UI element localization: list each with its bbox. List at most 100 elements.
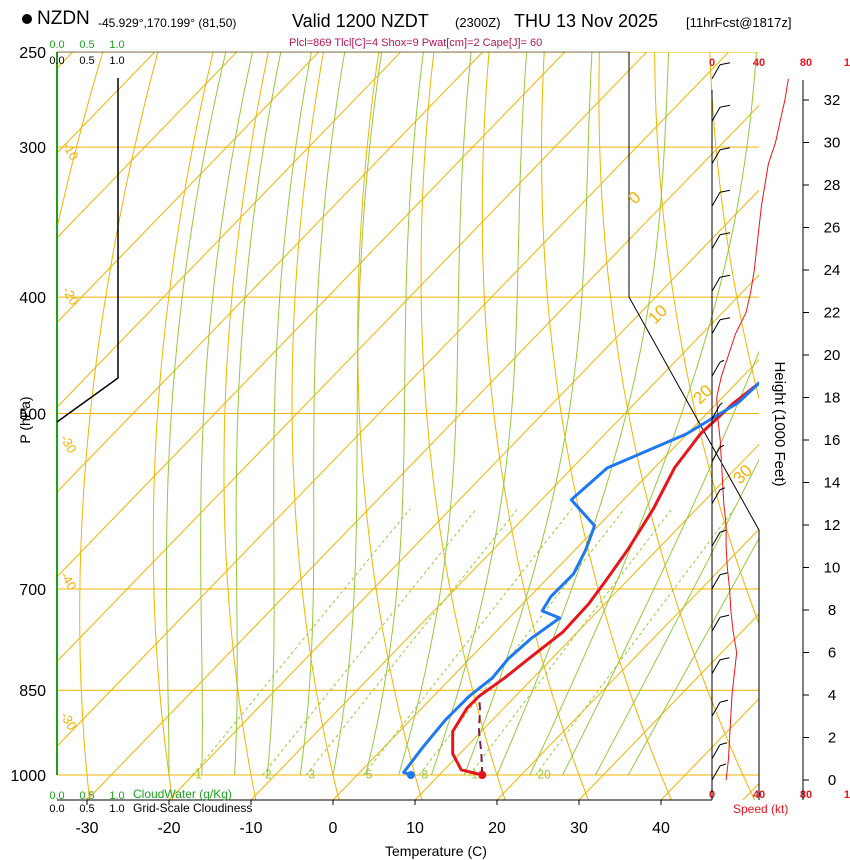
mixing-ratio-line: [262, 508, 478, 776]
isotherm-label: -30: [57, 432, 79, 456]
wind-barb-feather: [719, 274, 731, 278]
moist-adiabat-line: [398, 52, 472, 776]
cloud-water-label: CloudWater (g/Kg): [133, 787, 232, 801]
cloudiness-label: Grid-Scale Cloudiness: [133, 801, 252, 815]
cloud-water-tick-top: 1.0: [109, 39, 124, 51]
height-tick-label: 30: [824, 135, 841, 152]
height-tick-label: 20: [824, 347, 841, 364]
cloud-water-tick-bot: 0.5: [79, 790, 94, 802]
mixing-ratio-line: [363, 508, 573, 776]
wind-barb: [711, 192, 721, 207]
cloudiness-tick-bot: 1.0: [109, 803, 124, 815]
height-tick-label: 26: [824, 220, 841, 237]
wind-barb: [711, 447, 721, 462]
mixing-ratio-label: 2: [265, 767, 272, 781]
dry-adiabat-line: [420, 52, 506, 800]
pressure-tick-label: 250: [19, 45, 46, 62]
speed-tick-label: 120: [844, 57, 850, 69]
cloudiness-line: [56, 78, 119, 423]
dry-adiabat-line: [540, 52, 672, 800]
isotherm-line: [57, 52, 648, 663]
cloudiness-tick-top: 0.5: [79, 55, 94, 67]
mixing-ratio-label: 20: [537, 767, 551, 781]
speed-tick-label: 80: [800, 57, 812, 69]
wind-barb-feather: [719, 572, 728, 576]
wind-barb-feather: [719, 317, 731, 321]
sounding-parameters: Plcl=869 Tlcl[C]=4 Shox=9 Pwat[cm]=2 Cap…: [289, 37, 543, 49]
wind-barb-feather: [719, 232, 731, 236]
y-axis-title: P (hPa): [17, 396, 33, 443]
dry-adiabat-line: [291, 52, 340, 800]
wind-barb-feather: [719, 189, 731, 193]
dry-adiabat-label: 0: [624, 188, 644, 208]
wind-barb-feather: [719, 62, 731, 66]
parcel-line: [477, 696, 484, 776]
cloudiness-tick-bot: 0.0: [49, 803, 64, 815]
wind-barb: [711, 532, 721, 547]
chart-grid: 1 2 3 5 8 12 20: [57, 52, 759, 800]
height-tick-label: 18: [824, 390, 841, 407]
x-tick-label: 20: [488, 820, 506, 837]
isotherm-line: [168, 189, 759, 800]
mixing-ratio-line: [192, 508, 411, 776]
speed-label: Speed (kt): [733, 802, 788, 816]
x-tick-label: -30: [75, 820, 98, 837]
dry-adiabat-line: [152, 52, 214, 800]
height-tick-label: 24: [824, 262, 841, 279]
dry-adiabat-line: [357, 52, 423, 800]
isotherm-line: [57, 52, 320, 324]
wind-barb-feather: [719, 699, 729, 703]
wind-barb: [711, 149, 721, 164]
cloud-water-tick-bot: 1.0: [109, 790, 124, 802]
mixing-ratio-label: 1: [195, 767, 202, 781]
wind-barb: [711, 64, 721, 79]
moist-adiabat-line: [166, 52, 227, 775]
moist-adiabat-line: [562, 350, 759, 776]
wind-barb: [711, 404, 721, 419]
x-tick-label: -20: [157, 820, 180, 837]
cloud-water-tick-top: 0.5: [79, 39, 94, 51]
mixing-ratio-line: [469, 508, 673, 776]
chart-frame: [56, 51, 760, 801]
pressure-tick-label: 850: [19, 683, 46, 700]
moist-adiabat-line: [332, 52, 383, 776]
dry-adiabat-line: [654, 52, 759, 626]
isotherm-label: -20: [59, 284, 81, 308]
wind-barb-feather: [719, 742, 728, 746]
pressure-tick-label: 1000: [10, 768, 46, 785]
wind-barb: [711, 362, 721, 377]
moist-adiabat-line: [365, 52, 424, 776]
wind-panel: 0 0 40 40 80 80 120 120: [709, 57, 850, 801]
wind-barb-feather: [719, 614, 730, 618]
cloud-water-tick-top: 0.0: [49, 39, 64, 51]
height-tick-label: 14: [824, 475, 841, 492]
x-tick-label: 0: [329, 820, 338, 837]
moist-adiabat-line: [627, 537, 759, 776]
temperature-line: [451, 381, 759, 777]
isotherm-line: [57, 52, 402, 408]
wind-speed-line: [716, 78, 789, 781]
wind-barb: [711, 659, 721, 674]
mixing-ratio-line: [418, 508, 625, 776]
wind-barb: [711, 319, 721, 334]
dewpoint-line: [402, 381, 759, 777]
height-tick-label: 0: [828, 772, 836, 789]
wind-barb-feather: [719, 763, 727, 767]
mixing-ratio-line: [535, 508, 735, 776]
height-tick-label: 12: [824, 517, 841, 534]
moist-adiabat-line: [529, 52, 758, 776]
wind-barb-feather: [719, 529, 727, 533]
isotherm-label: -30: [57, 709, 79, 733]
speed-tick-label: 80: [800, 789, 812, 801]
speed-tick-label: 40: [753, 57, 765, 69]
cloud-water-tick-bot: 0.0: [49, 790, 64, 802]
height-tick-label: 22: [824, 305, 841, 322]
chart-axes: -10-20-30-40-300102030250300400500700850…: [10, 45, 840, 837]
wind-barb: [711, 617, 721, 632]
surface-temperature-marker: [478, 771, 487, 779]
wind-barb-feather: [719, 147, 731, 151]
wind-barb: [711, 574, 721, 589]
speed-tick-label: 120: [844, 789, 850, 801]
x-axis-title: Temperature (C): [385, 843, 487, 859]
